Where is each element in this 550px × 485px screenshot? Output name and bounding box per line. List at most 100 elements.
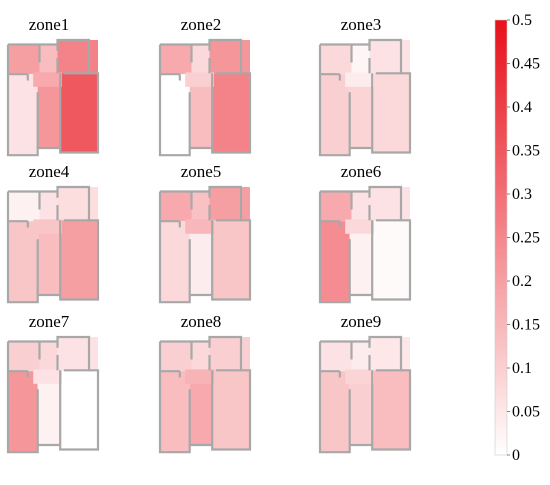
room-cell-tl xyxy=(320,44,352,75)
room-cell-bm xyxy=(189,85,213,148)
zone-title: zone5 xyxy=(181,162,222,181)
colorbar: 0 0.05 0.1 0.15 0.2 0.25 0.3 0.35 0.4 0.45 0.5 xyxy=(494,12,540,464)
zone-panel: zone9 xyxy=(318,312,412,454)
zone-title: zone7 xyxy=(29,312,70,331)
room-cell-bl xyxy=(160,74,190,156)
room-cell-corr xyxy=(185,72,214,87)
room-cell-bm xyxy=(349,232,373,295)
room-cell-bm xyxy=(349,382,373,445)
room-cell-corr xyxy=(33,369,62,384)
floorplan-outline xyxy=(318,185,412,304)
room-cell-corr xyxy=(33,72,62,87)
room-cell-br xyxy=(372,220,410,300)
room-cell-tr xyxy=(209,40,250,74)
room-cell-tl xyxy=(160,44,192,75)
colorbar-tick-label: 0.25 xyxy=(512,230,540,247)
zone-panel: zone8 xyxy=(158,312,252,454)
room-cell-tr xyxy=(369,337,410,371)
room-cell-tr xyxy=(369,187,410,221)
floorplan-outline xyxy=(318,335,412,454)
zone-title: zone1 xyxy=(29,15,70,34)
room-cell-tm xyxy=(39,44,58,75)
room-cell-br xyxy=(60,220,98,300)
room-cell-tl xyxy=(8,44,40,75)
room-cell-tl xyxy=(320,191,352,222)
room-cell-tm xyxy=(351,44,370,75)
room-cell-bl xyxy=(320,221,350,303)
room-cell-tm xyxy=(39,191,58,222)
room-cell-tr xyxy=(57,337,98,371)
room-cell-bl xyxy=(160,371,190,453)
zone-title: zone6 xyxy=(341,162,382,181)
colorbar-tick-label: 0.5 xyxy=(512,12,532,29)
room-cell-bm xyxy=(349,85,373,148)
floorplan-outline xyxy=(6,38,100,157)
floorplan-outline xyxy=(158,335,252,454)
room-cell-bm xyxy=(37,382,61,445)
room-cell-tr xyxy=(57,40,98,74)
room-cell-bm xyxy=(37,232,61,295)
room-cell-tm xyxy=(191,44,210,75)
room-cell-tm xyxy=(351,341,370,372)
room-cell-br xyxy=(212,73,250,153)
room-cell-tm xyxy=(191,341,210,372)
zone-panel: zone7 xyxy=(6,312,100,454)
room-cell-bm xyxy=(189,382,213,445)
room-cell-bm xyxy=(189,232,213,295)
floorplan-outline xyxy=(158,185,252,304)
zone-title: zone8 xyxy=(181,312,222,331)
room-cell-bm xyxy=(37,85,61,148)
room-cell-tr xyxy=(369,40,410,74)
colorbar-tick-label: 0.35 xyxy=(512,143,540,160)
room-cell-br xyxy=(212,370,250,450)
floorplan-outline xyxy=(158,38,252,157)
room-cell-bl xyxy=(8,221,38,303)
colorbar-tick-label: 0.1 xyxy=(512,360,532,377)
room-cell-corr xyxy=(185,369,214,384)
room-cell-bl xyxy=(320,74,350,156)
room-cell-tl xyxy=(8,191,40,222)
room-cell-tl xyxy=(160,191,192,222)
room-cell-tm xyxy=(351,191,370,222)
colorbar-tick-label: 0.3 xyxy=(512,186,532,203)
zone-panel: zone5 xyxy=(158,162,252,304)
room-cell-br xyxy=(60,370,98,450)
room-cell-corr xyxy=(33,219,62,234)
room-cell-tl xyxy=(160,341,192,372)
room-cell-br xyxy=(60,73,98,153)
zone-panel: zone1 xyxy=(6,15,100,157)
zone-panels: zone1 zone2 zone3 zone4 zone5 zone6 zone7 zone8… xyxy=(6,15,412,454)
colorbar-tick-label: 0.05 xyxy=(512,404,540,421)
room-cell-br xyxy=(372,73,410,153)
room-cell-tl xyxy=(8,341,40,372)
room-cell-tr xyxy=(57,187,98,221)
colorbar-tick-label: 0.2 xyxy=(512,273,532,290)
colorbar-tick-label: 0 xyxy=(512,447,520,464)
room-cell-tr xyxy=(209,187,250,221)
colorbar-tick-label: 0.15 xyxy=(512,317,540,334)
zone-title: zone2 xyxy=(181,15,222,34)
floorplan-outline xyxy=(6,335,100,454)
room-cell-tm xyxy=(39,341,58,372)
room-cell-bl xyxy=(320,371,350,453)
room-cell-tm xyxy=(191,191,210,222)
colorbar-tick-label: 0.4 xyxy=(512,99,532,116)
room-cell-corr xyxy=(185,219,214,234)
zone-title: zone3 xyxy=(341,15,382,34)
room-cell-corr xyxy=(345,72,374,87)
room-cell-bl xyxy=(160,221,190,303)
zone-title: zone9 xyxy=(341,312,382,331)
room-cell-tr xyxy=(209,337,250,371)
zone-panel: zone2 xyxy=(158,15,252,157)
room-cell-corr xyxy=(345,219,374,234)
room-cell-bl xyxy=(8,74,38,156)
room-cell-bl xyxy=(8,371,38,453)
room-cell-tl xyxy=(320,341,352,372)
room-cell-br xyxy=(212,220,250,300)
floorplan-outline xyxy=(318,38,412,157)
colorbar-gradient xyxy=(494,19,508,456)
zone-panel: zone4 xyxy=(6,162,100,304)
zone-title: zone4 xyxy=(29,162,70,181)
zone-panel: zone3 xyxy=(318,15,412,157)
